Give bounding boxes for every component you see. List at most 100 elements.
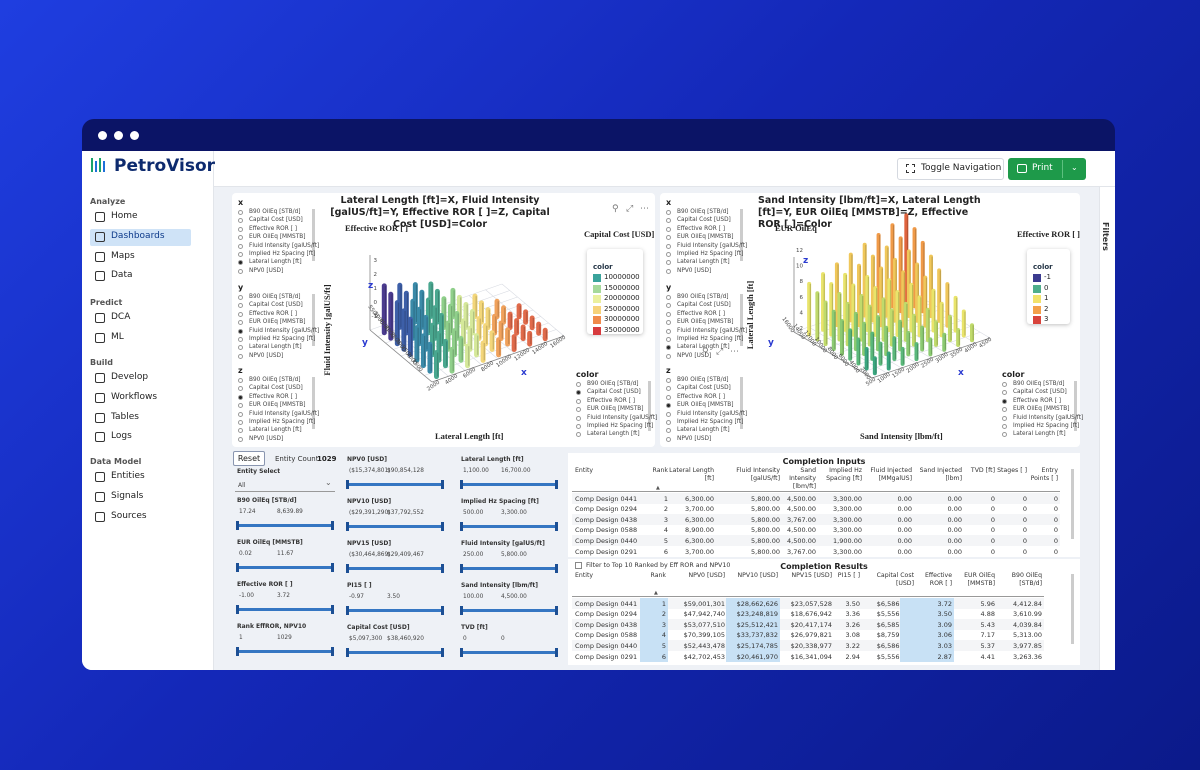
nav-item[interactable]: Data [111, 270, 133, 281]
radio-label[interactable]: Capital Cost [USD] [249, 217, 303, 224]
radio-label[interactable]: Capital Cost [USD] [249, 302, 303, 309]
radio[interactable] [666, 260, 671, 266]
column-header[interactable]: Fluid Intensity [galUS/ft] [736, 467, 780, 482]
slider-knob[interactable] [460, 522, 463, 531]
radio[interactable] [238, 378, 243, 383]
radio-label[interactable]: B90 OilEq [STB/d] [1013, 381, 1065, 387]
column-header[interactable]: Fluid Injected [MMgalUS] [870, 467, 912, 482]
radio[interactable] [576, 424, 581, 429]
radio-label[interactable]: Lateral Length [ft] [677, 344, 730, 351]
slider-knob[interactable] [460, 606, 463, 615]
radio-label[interactable]: NPV0 [USD] [249, 352, 284, 359]
radio-label[interactable]: Implied Hz Spacing [ft] [677, 251, 744, 257]
radio-label[interactable]: EUR OilEq [MMSTB] [677, 319, 734, 326]
radio-label[interactable]: NPV0 [USD] [249, 435, 284, 442]
radio-label[interactable]: Fluid Intensity [galUS/ft] [677, 242, 748, 249]
radio[interactable] [1002, 407, 1007, 413]
radio[interactable] [238, 394, 243, 400]
radio[interactable] [666, 226, 671, 232]
column-header[interactable]: Entity [575, 467, 594, 474]
slider-track[interactable] [461, 525, 557, 528]
radio[interactable] [576, 415, 581, 421]
radio[interactable] [666, 210, 671, 215]
radio-label[interactable]: B90 OilEq [STB/d] [249, 377, 301, 383]
slider-knob[interactable] [331, 521, 334, 530]
radio-label[interactable]: Fluid Intensity [galUS/ft] [249, 410, 320, 417]
visual-icon[interactable]: ⤢ [626, 204, 634, 214]
print-label[interactable]: Print [1032, 163, 1053, 173]
radio[interactable] [1002, 432, 1007, 438]
column-header[interactable]: Entity [575, 572, 594, 579]
slider-knob[interactable] [346, 480, 349, 489]
slider-knob[interactable] [331, 563, 334, 572]
radio-label[interactable]: Effective ROR [ ] [677, 310, 725, 317]
nav-item[interactable]: Dashboards [111, 230, 165, 241]
radio-label[interactable]: Lateral Length [ft] [677, 427, 730, 434]
slider-knob[interactable] [441, 522, 444, 531]
toggle-label[interactable]: Toggle Navigation [921, 163, 1002, 173]
radio[interactable] [576, 432, 581, 438]
radio-label[interactable]: B90 OilEq [STB/d] [677, 377, 729, 383]
radio-label[interactable]: EUR OilEq [MMSTB] [249, 319, 306, 326]
column-header[interactable]: NPV0 [USD] [688, 572, 725, 579]
radio-label[interactable]: EUR OilEq [MMSTB] [677, 402, 734, 409]
radio-label[interactable]: Lateral Length [ft] [587, 431, 640, 438]
radio-label[interactable]: NPV0 [USD] [249, 267, 284, 274]
nav-item[interactable]: Maps [111, 250, 135, 261]
nav-item[interactable]: Sources [111, 510, 147, 521]
radio[interactable] [238, 226, 243, 232]
column-header[interactable]: Rank [650, 572, 666, 579]
radio-label[interactable]: Fluid Intensity [galUS/ft] [677, 410, 748, 417]
radio[interactable] [666, 428, 671, 434]
visual-icon[interactable]: ⋯ [730, 347, 739, 357]
slider-knob[interactable] [441, 564, 444, 573]
checkbox-label[interactable]: Filter to Top 10 Ranked by Eff ROR and N… [586, 562, 731, 569]
radio-label[interactable]: Lateral Length [ft] [249, 259, 302, 266]
column-header[interactable]: Lateral Length [ft] [669, 467, 714, 482]
radio-label[interactable]: Effective ROR [ ] [677, 225, 725, 232]
column-header[interactable]: Implied Hz Spacing [ft] [826, 467, 862, 482]
radio-label[interactable]: Implied Hz Spacing [ft] [249, 336, 316, 342]
column-header[interactable]: Sand Intensity [lbm/ft] [789, 467, 816, 490]
slider-track[interactable] [461, 651, 557, 654]
slider-knob[interactable] [555, 606, 558, 615]
radio[interactable] [666, 420, 671, 425]
radio[interactable] [238, 403, 243, 409]
radio[interactable] [238, 268, 243, 274]
column-header[interactable]: PI15 [ ] [837, 572, 860, 579]
slider-track[interactable] [347, 525, 443, 528]
nav-item[interactable]: Develop [111, 372, 149, 382]
radio-label[interactable]: Effective ROR [ ] [587, 397, 635, 404]
nav-item[interactable]: DCA [111, 312, 131, 322]
radio[interactable] [1002, 424, 1007, 429]
filters-strip[interactable] [1099, 187, 1115, 670]
slider-knob[interactable] [460, 564, 463, 573]
nav-item[interactable]: Entities [111, 471, 145, 481]
slider-knob[interactable] [460, 648, 463, 657]
radio[interactable] [238, 252, 243, 257]
slider-knob[interactable] [346, 648, 349, 657]
slider-knob[interactable] [236, 563, 239, 572]
slider-knob[interactable] [236, 605, 239, 614]
radio-label[interactable]: EUR OilEq [MMSTB] [587, 406, 644, 413]
radio[interactable] [238, 210, 243, 215]
radio-label[interactable]: Implied Hz Spacing [ft] [249, 419, 316, 425]
radio[interactable] [666, 345, 671, 351]
radio[interactable] [666, 411, 671, 417]
radio-label[interactable]: Implied Hz Spacing [ft] [587, 423, 654, 429]
slider-track[interactable] [347, 483, 443, 486]
radio[interactable] [1002, 390, 1007, 396]
radio-label[interactable]: Fluid Intensity [galUS/ft] [249, 242, 320, 249]
radio-label[interactable]: Fluid Intensity [galUS/ft] [249, 327, 320, 334]
slider-knob[interactable] [346, 522, 349, 531]
radio[interactable] [238, 436, 243, 442]
radio[interactable] [576, 407, 581, 413]
radio-label[interactable]: EUR OilEq [MMSTB] [677, 234, 734, 241]
radio[interactable] [576, 390, 581, 396]
radio[interactable] [666, 243, 671, 249]
radio[interactable] [238, 345, 243, 351]
radio[interactable] [666, 320, 671, 326]
slider-knob[interactable] [441, 606, 444, 615]
radio[interactable] [238, 337, 243, 342]
radio-label[interactable]: Capital Cost [USD] [677, 385, 731, 392]
